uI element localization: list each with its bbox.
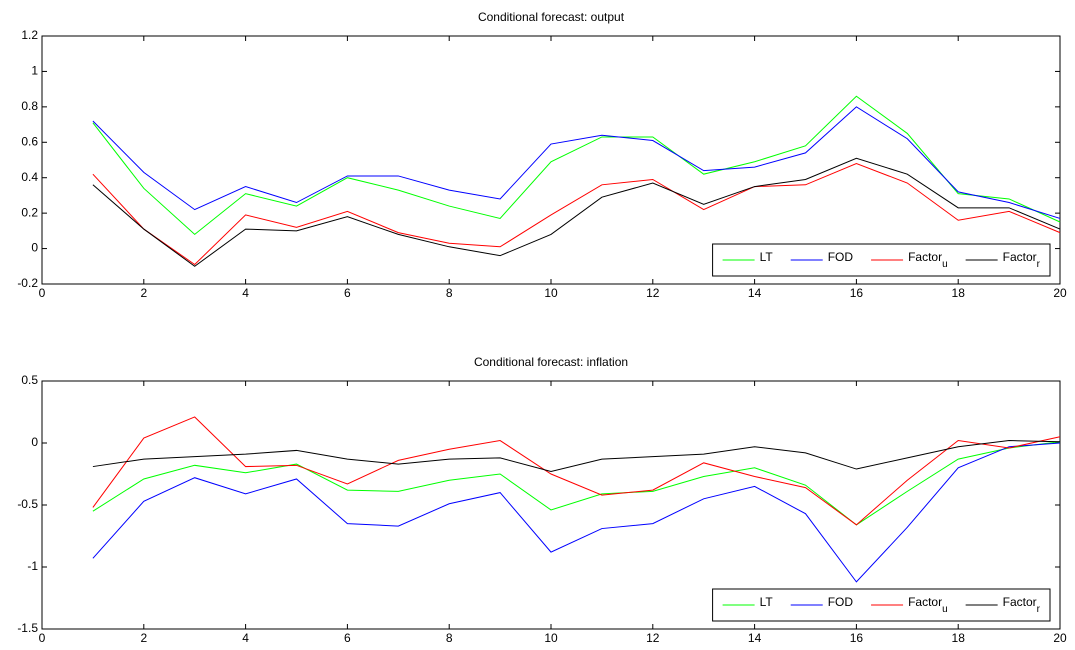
series-line xyxy=(92,441,1061,526)
chart-title: Conditional forecast: output xyxy=(478,10,625,24)
series-line xyxy=(92,95,1061,236)
x-tick-label: 10 xyxy=(544,631,558,645)
y-tick-label: 0 xyxy=(31,435,38,449)
legend-subscript: u xyxy=(942,259,948,270)
series-line xyxy=(92,440,1061,473)
x-tick-label: 10 xyxy=(544,286,558,300)
x-tick-label: 2 xyxy=(140,286,147,300)
legend-label: LT xyxy=(760,595,774,609)
x-tick-label: 4 xyxy=(242,286,249,300)
x-tick-label: 20 xyxy=(1053,631,1067,645)
x-tick-label: 18 xyxy=(952,286,966,300)
x-tick-label: 20 xyxy=(1053,286,1067,300)
legend-subscript: r xyxy=(1037,259,1041,270)
legend: LT FOD Factoru Factorr xyxy=(712,243,1051,277)
x-tick-label: 0 xyxy=(39,631,46,645)
legend-label: FOD xyxy=(828,595,854,609)
legend: LT FOD Factoru Factorr xyxy=(712,588,1051,622)
x-tick-label: 6 xyxy=(344,286,351,300)
y-tick-label: 0 xyxy=(31,241,38,255)
legend-subscript: u xyxy=(942,604,948,615)
x-tick-label: 4 xyxy=(242,631,249,645)
y-tick-label: 0.8 xyxy=(21,99,38,113)
y-tick-label: 1.2 xyxy=(21,28,38,42)
x-tick-label: 0 xyxy=(39,286,46,300)
x-tick-label: 6 xyxy=(344,631,351,645)
y-tick-label: -1.5 xyxy=(17,621,38,635)
y-tick-label: -1 xyxy=(27,559,38,573)
y-tick-label: -0.2 xyxy=(17,276,38,290)
x-tick-label: 8 xyxy=(446,631,453,645)
x-tick-label: 2 xyxy=(140,631,147,645)
legend-subscript: r xyxy=(1037,604,1041,615)
chart-title: Conditional forecast: inflation xyxy=(474,355,628,369)
x-tick-label: 16 xyxy=(850,286,864,300)
legend-label: LT xyxy=(760,250,774,264)
x-tick-label: 8 xyxy=(446,286,453,300)
y-tick-label: 0.4 xyxy=(21,170,38,184)
series-line xyxy=(92,163,1061,266)
y-tick-label: 0.5 xyxy=(21,373,38,387)
y-tick-label: -0.5 xyxy=(17,497,38,511)
series-line xyxy=(92,157,1061,267)
series-line xyxy=(92,106,1061,219)
x-tick-label: 16 xyxy=(850,631,864,645)
series-line xyxy=(92,442,1061,583)
series-line xyxy=(92,416,1061,526)
x-tick-label: 12 xyxy=(646,286,660,300)
x-tick-label: 14 xyxy=(748,631,762,645)
legend-label: FOD xyxy=(828,250,854,264)
x-tick-label: 14 xyxy=(748,286,762,300)
x-tick-label: 12 xyxy=(646,631,660,645)
y-tick-label: 0.6 xyxy=(21,134,38,148)
y-tick-label: 1 xyxy=(31,64,38,78)
y-tick-label: 0.2 xyxy=(21,205,38,219)
x-tick-label: 18 xyxy=(952,631,966,645)
